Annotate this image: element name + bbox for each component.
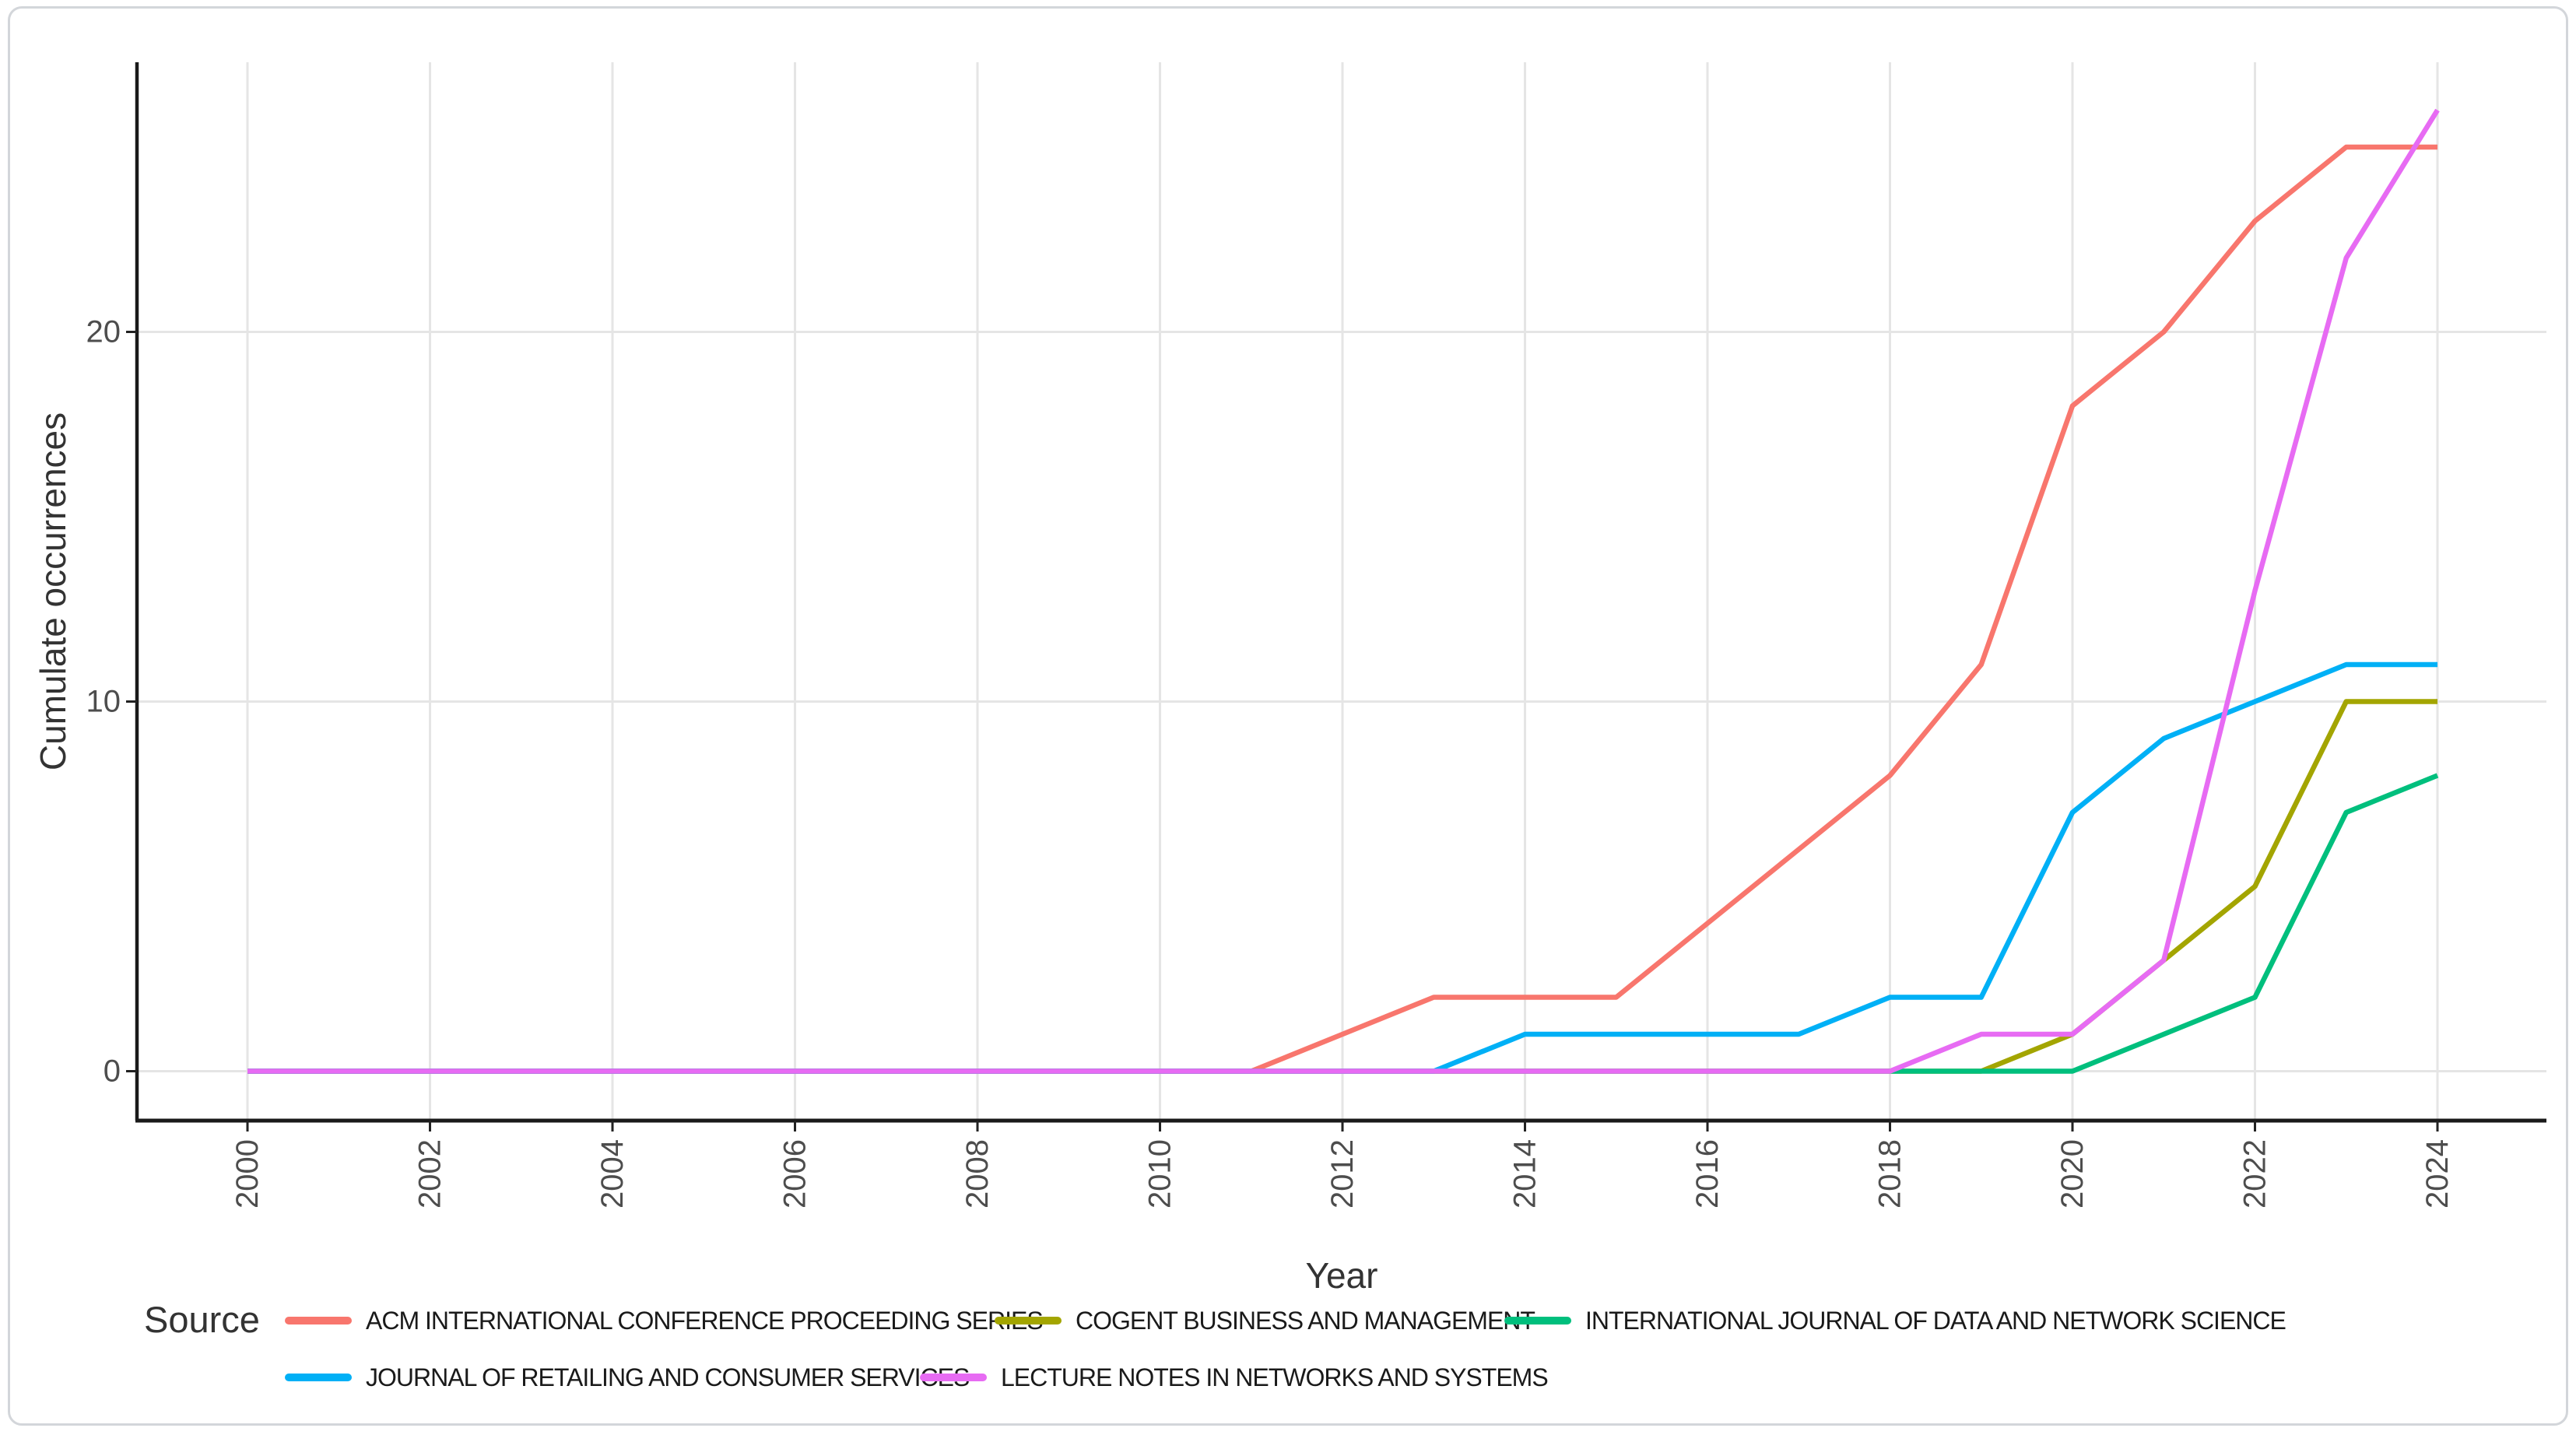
x-tick-label: 2006 — [778, 1139, 812, 1209]
data-series — [247, 108, 2440, 1074]
tick-labels: 0 10 20 2000 2002 2004 2006 2008 2010 2012 2014 201… — [86, 315, 2455, 1209]
axes — [135, 62, 2546, 1123]
x-tick-label: 2018 — [1873, 1139, 1907, 1209]
y-axis-title: Cumulate occurrences — [33, 412, 73, 770]
tick-marks — [126, 331, 2439, 1132]
series-line — [247, 108, 2440, 1074]
y-tick-label: 0 — [104, 1054, 121, 1089]
x-tick-label: 2012 — [1325, 1139, 1360, 1209]
x-tick-label: 2002 — [413, 1139, 447, 1209]
y-tick-label: 20 — [86, 315, 121, 349]
x-tick-label: 2004 — [595, 1139, 630, 1209]
x-tick-label: 2014 — [1508, 1139, 1542, 1209]
figure-card-border — [8, 6, 2568, 1426]
x-tick-label: 2008 — [960, 1139, 995, 1209]
x-tick-label: 2024 — [2420, 1139, 2455, 1209]
gridlines — [137, 62, 2546, 1121]
x-axis-title: Year — [1306, 1255, 1378, 1296]
x-tick-label: 2010 — [1143, 1139, 1177, 1209]
x-tick-label: 2000 — [230, 1139, 265, 1209]
y-tick-label: 10 — [86, 685, 121, 719]
x-tick-label: 2020 — [2055, 1139, 2090, 1209]
x-tick-label: 2022 — [2238, 1139, 2272, 1209]
x-tick-label: 2016 — [1690, 1139, 1725, 1209]
